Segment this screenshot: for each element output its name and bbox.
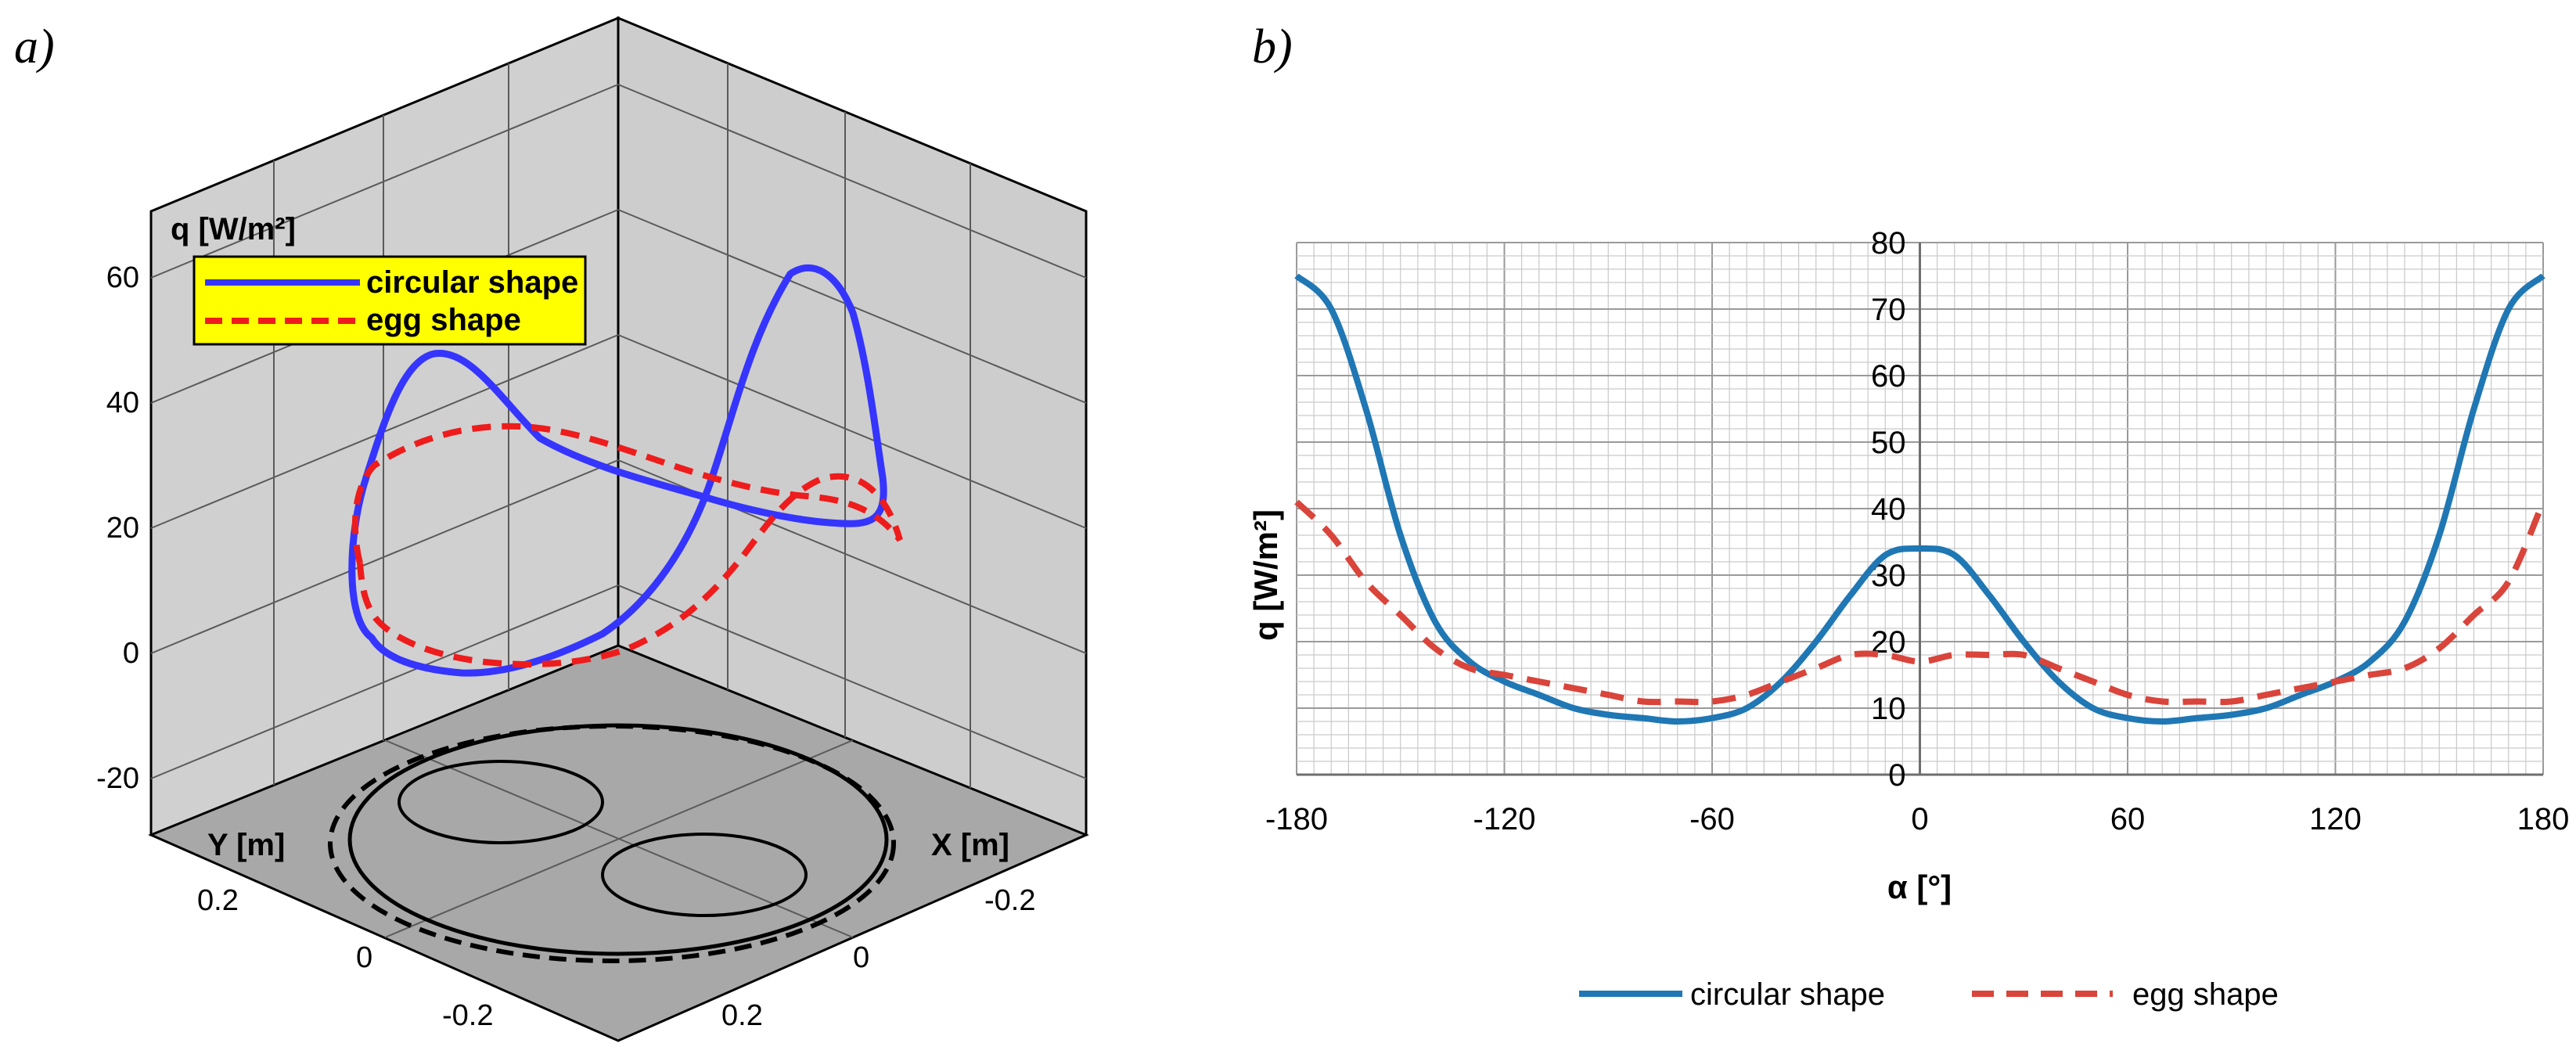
legend-b-egg: egg shape — [2132, 977, 2279, 1012]
z-tick-neg20: -20 — [96, 762, 139, 795]
z-axis-label: q [W/m²] — [171, 212, 296, 246]
y-tick-neg0.2: -0.2 — [442, 999, 493, 1032]
z-tick-40: 40 — [106, 387, 139, 419]
floor-contours — [328, 723, 896, 963]
inner-contour-left — [398, 760, 604, 844]
wall-grid-line — [617, 334, 1087, 529]
x-tick-0: 0 — [853, 941, 869, 974]
series-egg-shape — [1294, 499, 2546, 706]
floor-grid-line — [384, 739, 854, 938]
y-tick-0.2: 0.2 — [197, 884, 239, 917]
legend-3d: circular shape egg shape — [192, 255, 587, 346]
panel-label-a: a) — [14, 20, 55, 74]
series-circular-shape — [1294, 273, 2545, 725]
panel-label-b: b) — [1252, 20, 1293, 74]
z-tick-60: 60 — [106, 261, 139, 294]
egg-section — [328, 724, 896, 963]
legend-3d-box — [192, 255, 587, 346]
z-tick-0: 0 — [123, 637, 139, 670]
legend-3d-egg: egg shape — [366, 303, 521, 337]
x-tick-b: -120 — [1473, 802, 1535, 836]
wall-grid-line — [617, 585, 1087, 779]
inner-contour-right — [601, 833, 808, 917]
floor — [148, 644, 1089, 1042]
y-tick-0: 0 — [356, 941, 372, 974]
chart-3d: 60 40 20 0 -20 q [W/m²] circular shape e… — [96, 16, 1089, 1042]
wall-grid-line — [617, 84, 1087, 279]
x-tick-neg0.2: -0.2 — [984, 884, 1035, 917]
curves-3d — [348, 264, 903, 677]
y-axis-label: Y [m] — [207, 828, 285, 862]
series-circular-shape-3d — [348, 264, 887, 677]
x-tick-b: -180 — [1265, 802, 1328, 836]
x-tick-b: 120 — [2309, 802, 2362, 836]
y-tick-b: 50 — [1871, 426, 1906, 460]
wall-grid-line — [150, 84, 619, 279]
y-tick-b: 60 — [1871, 359, 1906, 394]
x-axis-label: X [m] — [931, 828, 1009, 862]
legend-3d-circular: circular shape — [366, 265, 578, 300]
y-axis-label-b: q [W/m²] — [1247, 509, 1284, 641]
wall-grid — [150, 63, 1087, 938]
x-tick-b: -60 — [1689, 802, 1735, 836]
legend-b-circular: circular shape — [1690, 977, 1885, 1012]
x-axis-label-b: α [°] — [1887, 869, 1952, 905]
wall-grid-line — [150, 585, 619, 779]
x-tick-b: 60 — [2110, 802, 2146, 836]
y-tick-b: 40 — [1871, 492, 1906, 527]
legend-b: circular shape egg shape — [1579, 977, 2279, 1012]
series-egg-shape-3d — [352, 423, 903, 667]
wall-grid-line — [150, 459, 619, 654]
y-tick-b: 80 — [1871, 226, 1906, 261]
x-tick-b: 180 — [2517, 802, 2570, 836]
y-tick-b: 0 — [1888, 758, 1905, 793]
y-tick-b: 10 — [1871, 692, 1906, 726]
z-tick-20: 20 — [106, 512, 139, 545]
x-tick-b: 0 — [1911, 802, 1928, 836]
y-tick-b: 70 — [1871, 293, 1906, 327]
x-tick-0.2: 0.2 — [721, 999, 763, 1032]
